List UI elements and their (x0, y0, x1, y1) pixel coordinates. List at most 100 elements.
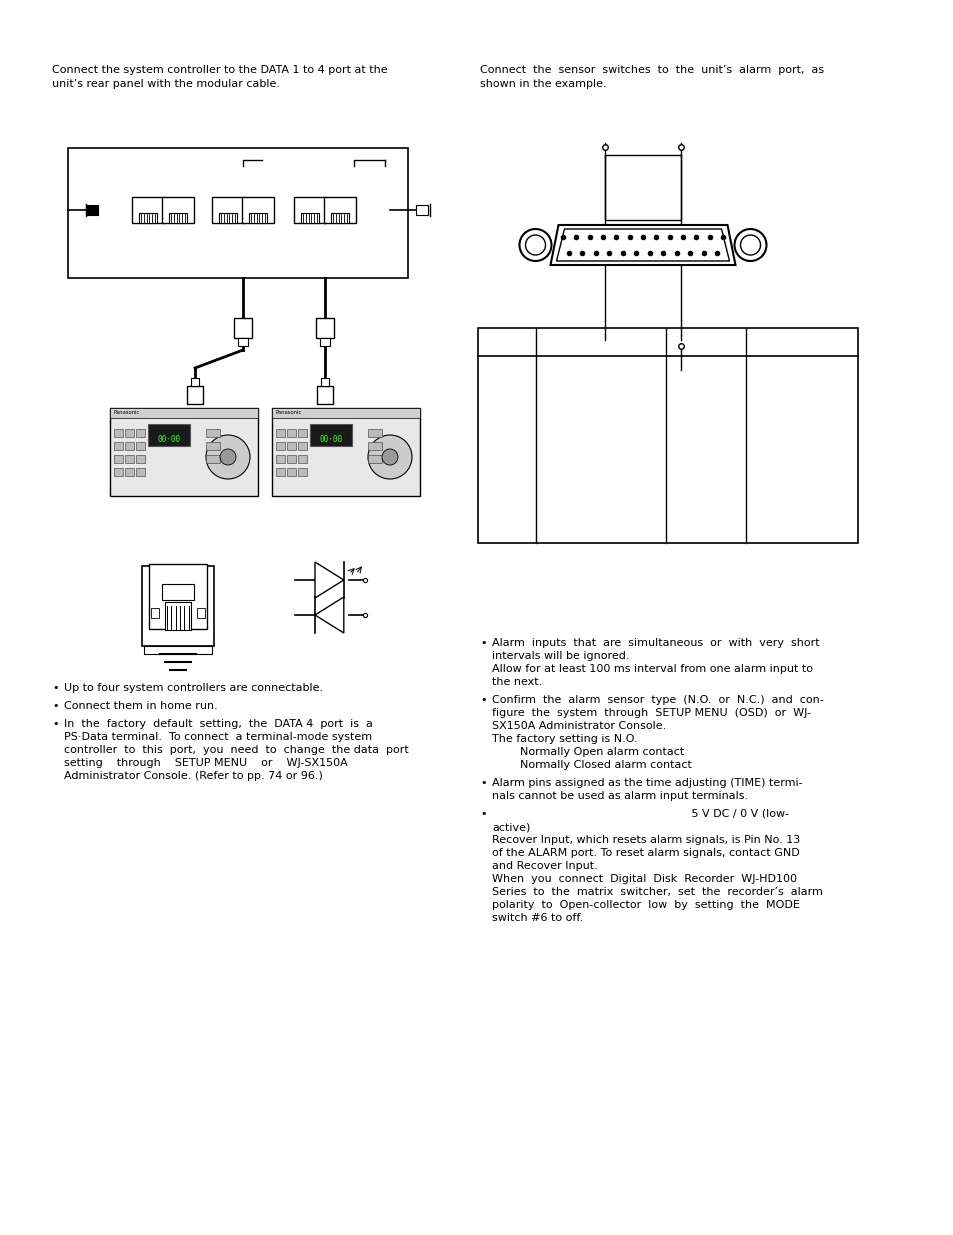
Bar (275, 468, 285, 475)
Text: •: • (52, 719, 58, 729)
Bar (287, 429, 295, 437)
Polygon shape (314, 562, 343, 598)
Bar (249, 214, 267, 224)
Text: 00·00: 00·00 (319, 435, 342, 445)
Bar (477, 329, 857, 543)
Text: •: • (52, 701, 58, 711)
Text: 5 V DC / 0 V (low-: 5 V DC / 0 V (low- (492, 809, 788, 819)
Text: Alarm pins assigned as the time adjusting (TIME) termi-: Alarm pins assigned as the time adjustin… (492, 778, 801, 788)
Bar (272, 408, 419, 417)
Circle shape (368, 435, 412, 479)
Bar (287, 442, 295, 450)
Bar (272, 408, 419, 496)
Text: Up to four system controllers are connectable.: Up to four system controllers are connec… (64, 683, 323, 693)
Text: polarity  to  Open-collector  low  by  setting  the  MODE: polarity to Open-collector low by settin… (492, 900, 799, 910)
Bar (125, 454, 133, 463)
Bar (297, 442, 307, 450)
Bar (320, 378, 329, 387)
Bar (187, 387, 203, 404)
Bar (287, 454, 295, 463)
Text: active): active) (492, 823, 530, 832)
Bar (310, 424, 352, 446)
Bar (136, 468, 145, 475)
Bar (287, 468, 295, 475)
Bar (206, 454, 220, 463)
Bar (149, 564, 207, 629)
Text: •: • (479, 638, 486, 648)
Text: Connect  the  sensor  switches  to  the  unit’s  alarm  port,  as
shown in the e: Connect the sensor switches to the unit’… (479, 65, 823, 89)
Bar (162, 198, 193, 224)
Text: switch #6 to off.: switch #6 to off. (492, 913, 582, 923)
Text: intervals will be ignored.: intervals will be ignored. (492, 651, 629, 661)
Bar (324, 198, 355, 224)
Bar (125, 442, 133, 450)
Circle shape (525, 235, 545, 254)
Bar (604, 340, 680, 395)
Bar (206, 429, 220, 437)
Bar (301, 214, 318, 224)
Circle shape (519, 228, 551, 261)
Bar (368, 454, 381, 463)
Text: Recover Input, which resets alarm signals, is Pin No. 13: Recover Input, which resets alarm signal… (492, 835, 800, 845)
Text: Connect the system controller to the DATA 1 to 4 port at the
unit’s rear panel w: Connect the system controller to the DAT… (52, 65, 387, 89)
Text: Allow for at least 100 ms interval from one alarm input to: Allow for at least 100 ms interval from … (492, 664, 812, 674)
Text: Series  to  the  matrix  switcher,  set  the  recorder’s  alarm: Series to the matrix switcher, set the r… (492, 887, 822, 897)
Text: Panasonic: Panasonic (113, 410, 140, 415)
Bar (331, 214, 349, 224)
Bar (297, 454, 307, 463)
Text: •: • (479, 809, 486, 819)
Bar (242, 198, 274, 224)
Text: figure  the  system  through  SETUP MENU  (OSD)  or  WJ-: figure the system through SETUP MENU (OS… (492, 708, 810, 718)
Circle shape (740, 235, 760, 254)
Bar (196, 608, 205, 618)
Bar (212, 198, 244, 224)
Polygon shape (556, 228, 729, 261)
Bar (110, 408, 257, 496)
Bar (113, 429, 123, 437)
Bar (68, 148, 408, 278)
Bar (132, 198, 164, 224)
Bar (416, 205, 428, 215)
Bar (297, 468, 307, 475)
Bar (169, 214, 187, 224)
Bar (368, 429, 381, 437)
Text: Connect them in home run.: Connect them in home run. (64, 701, 217, 711)
Text: of the ALARM port. To reset alarm signals, contact GND: of the ALARM port. To reset alarm signal… (492, 848, 799, 858)
Bar (113, 442, 123, 450)
Bar (219, 214, 236, 224)
Text: The factory setting is N.O.: The factory setting is N.O. (492, 734, 637, 743)
Text: SX150A Administrator Console.: SX150A Administrator Console. (492, 721, 665, 731)
Circle shape (381, 450, 397, 466)
Text: nals cannot be used as alarm input terminals.: nals cannot be used as alarm input termi… (492, 790, 747, 802)
Bar (148, 424, 190, 446)
Text: Administrator Console. (Refer to pp. 74 or 96.): Administrator Console. (Refer to pp. 74 … (64, 771, 322, 781)
Bar (136, 442, 145, 450)
Bar (319, 338, 330, 346)
Text: Alarm  inputs  that  are  simultaneous  or  with  very  short: Alarm inputs that are simultaneous or wi… (492, 638, 819, 648)
Text: Panasonic: Panasonic (275, 410, 302, 415)
Bar (275, 442, 285, 450)
Bar (297, 429, 307, 437)
Circle shape (734, 228, 765, 261)
Bar (206, 442, 220, 450)
Text: 00·00: 00·00 (157, 435, 180, 445)
Text: Confirm  the  alarm  sensor  type  (N.O.  or  N.C.)  and  con-: Confirm the alarm sensor type (N.O. or N… (492, 695, 822, 705)
Text: and Recover Input.: and Recover Input. (492, 861, 598, 871)
Bar (275, 454, 285, 463)
Bar (237, 338, 248, 346)
Text: Normally Closed alarm contact: Normally Closed alarm contact (492, 760, 691, 769)
Text: •: • (479, 778, 486, 788)
Bar (142, 566, 213, 646)
Bar (315, 317, 334, 338)
Bar (162, 584, 193, 600)
Bar (165, 601, 191, 630)
Bar (113, 454, 123, 463)
Bar (86, 205, 98, 215)
Bar (368, 442, 381, 450)
Text: When  you  connect  Digital  Disk  Recorder  WJ-HD100: When you connect Digital Disk Recorder W… (492, 874, 796, 884)
Text: PS·Data terminal.  To connect  a terminal-mode system: PS·Data terminal. To connect a terminal-… (64, 732, 372, 742)
Bar (144, 646, 212, 655)
Polygon shape (550, 225, 735, 266)
Text: setting    through    SETUP MENU    or    WJ-SX150A: setting through SETUP MENU or WJ-SX150A (64, 758, 348, 768)
Circle shape (206, 435, 250, 479)
